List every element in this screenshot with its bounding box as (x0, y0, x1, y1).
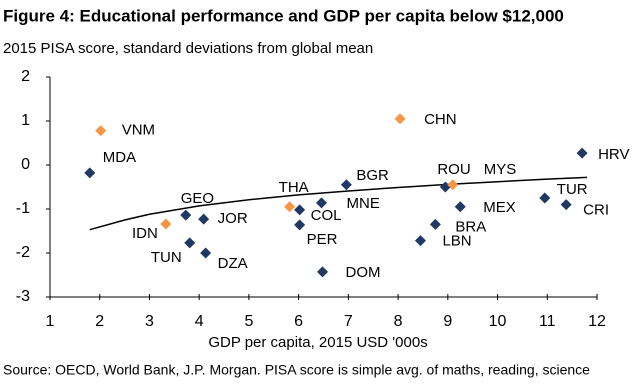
data-point (539, 192, 551, 204)
x-tick-label: 8 (394, 313, 403, 330)
data-point (180, 209, 192, 221)
point-label: MEX (483, 199, 516, 216)
data-point (316, 197, 328, 209)
chart-subtitle: 2015 PISA score, standard deviations fro… (3, 40, 373, 57)
y-tick-label: -3 (16, 288, 30, 305)
y-tick-label: -2 (16, 244, 30, 261)
x-tick-label: 5 (244, 313, 253, 330)
x-tick-label: 4 (195, 313, 204, 330)
x-tick-label: 12 (588, 313, 606, 330)
point-label: ROU (437, 161, 470, 178)
point-label: MDA (103, 149, 136, 166)
point-label: TUR (557, 181, 588, 198)
point-label: MYS (484, 161, 517, 178)
point-label: DZA (218, 255, 248, 272)
source-note: Source: OECD, World Bank, J.P. Morgan. P… (3, 362, 590, 378)
point-label: BGR (356, 167, 389, 184)
point-label: CRI (583, 202, 609, 219)
data-point (340, 179, 352, 191)
point-label: JOR (218, 210, 248, 227)
data-point (576, 147, 588, 159)
data-point (95, 125, 107, 137)
data-point (284, 201, 296, 213)
data-point (447, 179, 459, 191)
point-label: TUN (151, 249, 182, 266)
x-tick-label: 2 (95, 313, 104, 330)
data-point (429, 218, 441, 230)
y-tick-label: 2 (21, 68, 30, 85)
point-label: IDN (132, 225, 158, 242)
data-point (414, 235, 426, 247)
data-point (454, 201, 466, 213)
data-point (560, 199, 572, 211)
data-point (200, 247, 212, 259)
point-label: BRA (455, 218, 486, 235)
point-label: GEO (181, 190, 214, 207)
y-tick-label: 1 (21, 112, 30, 129)
data-point (198, 213, 210, 225)
x-axis-title: GDP per capita, 2015 USD '000s (208, 334, 427, 351)
x-tick-label: 3 (145, 313, 154, 330)
point-label: VNM (122, 122, 155, 139)
y-tick-label: 0 (21, 156, 30, 173)
data-point (294, 204, 306, 216)
point-label: HRV (598, 146, 629, 163)
data-point (160, 218, 172, 230)
x-tick-label: 11 (539, 313, 556, 330)
point-label: CHN (424, 111, 457, 128)
x-tick-label: 10 (489, 313, 507, 330)
trend-line (89, 176, 588, 231)
data-point (184, 237, 196, 249)
x-tick-label: 9 (443, 313, 452, 330)
point-label: THA (279, 179, 309, 196)
data-point (294, 219, 306, 231)
point-label: MNE (347, 195, 380, 212)
point-label: DOM (346, 264, 381, 281)
data-point (317, 266, 329, 278)
x-tick-label: 1 (46, 313, 55, 330)
chart-title: Figure 4: Educational performance and GD… (3, 6, 564, 25)
point-label: PER (307, 231, 338, 248)
data-point (84, 167, 96, 179)
x-tick-label: 6 (294, 313, 303, 330)
point-label: LBN (442, 233, 471, 250)
x-tick-label: 7 (344, 313, 353, 330)
point-label: COL (311, 207, 342, 224)
data-point (394, 113, 406, 125)
y-tick-label: -1 (16, 200, 30, 217)
